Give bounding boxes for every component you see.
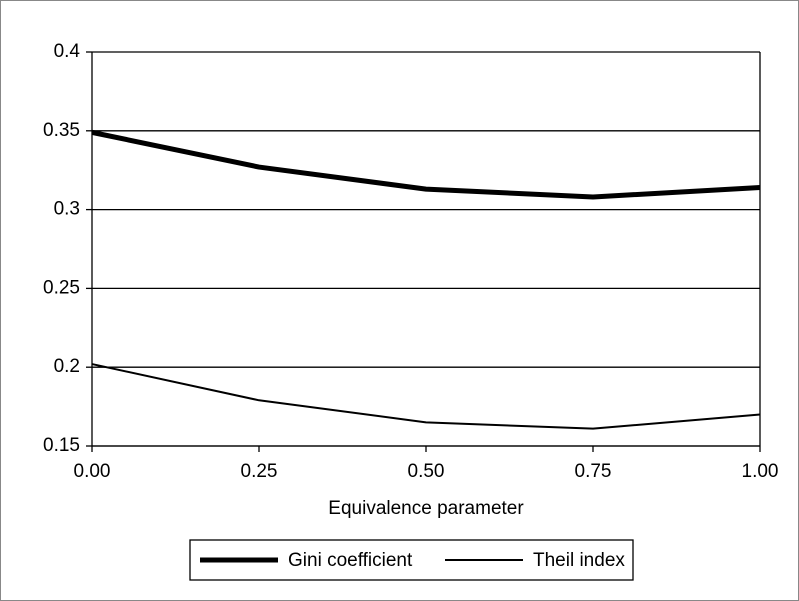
series-line	[91, 363, 761, 430]
x-tick-label: 1.00	[742, 461, 779, 482]
y-tick-label: 0.2	[54, 356, 80, 377]
series-line	[91, 129, 761, 200]
x-tick-label: 0.25	[241, 461, 278, 482]
x-tick-label: 0.50	[408, 461, 445, 482]
x-axis-label: Equivalence parameter	[328, 498, 524, 519]
y-tick-label: 0.35	[43, 120, 80, 141]
y-tick-label: 0.4	[54, 41, 81, 62]
legend-label: Theil index	[533, 550, 625, 571]
y-tick-label: 0.25	[43, 277, 80, 298]
x-tick-label: 0.00	[74, 461, 111, 482]
y-tick-label: 0.3	[54, 199, 80, 220]
x-tick-label: 0.75	[575, 461, 612, 482]
legend-label: Gini coefficient	[288, 550, 413, 571]
y-tick-label: 0.15	[43, 435, 80, 456]
